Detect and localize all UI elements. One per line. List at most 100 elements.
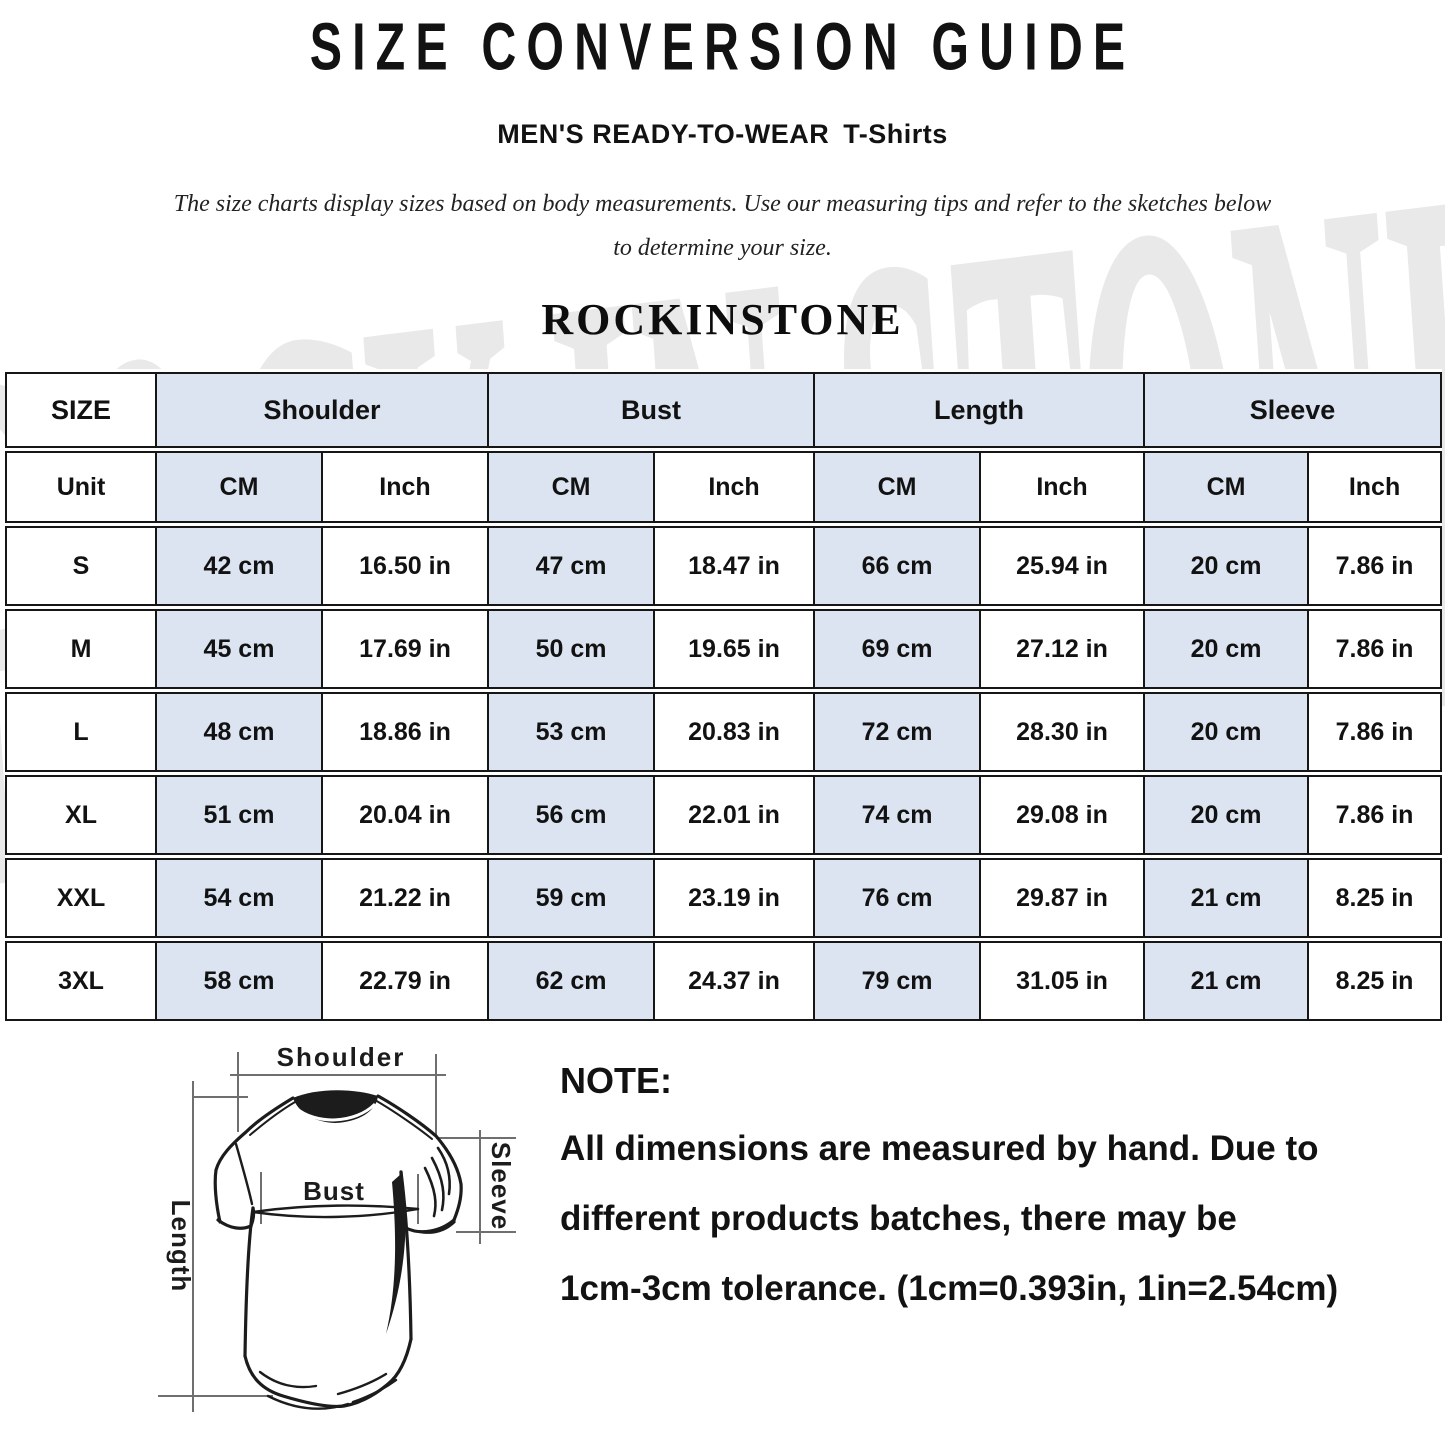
size-cell: XXL [5, 858, 157, 938]
note-line: 1cm-3cm tolerance. (1cm=0.393in, 1in=2.5… [560, 1269, 1339, 1308]
value-cell: 21 cm [1145, 858, 1310, 938]
table-row: M 45 cm 17.69 in 50 cm 19.65 in 69 cm 27.12 in… [5, 609, 1443, 689]
value-cell: 66 cm [815, 526, 982, 606]
description-text: The size charts display sizes based on b… [173, 191, 1272, 261]
note-line: different products batches, there may be [560, 1199, 1237, 1238]
table-group-header-row: SIZE Shoulder Bust Length Sleeve [5, 372, 1443, 448]
value-cell: 20.83 in [655, 692, 816, 772]
header-length: Length [815, 372, 1146, 448]
value-cell: 8.25 in [1309, 941, 1443, 1021]
table-row: S 42 cm 16.50 in 47 cm 18.47 in 66 cm 25.94 in… [5, 526, 1443, 606]
value-cell: 51 cm [157, 775, 323, 855]
note-line: All dimensions are measured by hand. Due… [560, 1129, 1319, 1168]
diagram-labels: Shoulder Bust Length Sleeve [166, 1042, 516, 1292]
value-cell: 23.19 in [655, 858, 816, 938]
value-cell: 45 cm [157, 609, 323, 689]
value-cell: 17.69 in [323, 609, 490, 689]
value-cell: 22.79 in [323, 941, 490, 1021]
size-table-body: S 42 cm 16.50 in 47 cm 18.47 in 66 cm 25.94 in… [5, 526, 1443, 1021]
value-cell: 58 cm [157, 941, 323, 1021]
value-cell: 48 cm [157, 692, 323, 772]
size-cell: XL [5, 775, 157, 855]
value-cell: 24.37 in [655, 941, 816, 1021]
value-cell: 7.86 in [1309, 609, 1443, 689]
value-cell: 59 cm [489, 858, 656, 938]
table-row: 3XL 58 cm 22.79 in 62 cm 24.37 in 79 cm 31.05 … [5, 941, 1443, 1021]
diagram-sleeve-label: Sleeve [486, 1142, 516, 1230]
page-title: SIZE CONVERSION GUIDE [309, 10, 1136, 85]
unit-cell: Unit [5, 451, 157, 523]
value-cell: 54 cm [157, 858, 323, 938]
value-cell: 47 cm [489, 526, 656, 606]
value-cell: 25.94 in [981, 526, 1146, 606]
size-cell: 3XL [5, 941, 157, 1021]
tshirt-shading [293, 1090, 456, 1334]
header-section: SIZE CONVERSION GUIDE MEN'S READY-TO-WEA… [0, 10, 1445, 345]
unit-cell-cm: CM [815, 451, 982, 523]
subtitle-sub: T-Shirts [843, 119, 948, 149]
value-cell: 53 cm [489, 692, 656, 772]
value-cell: 76 cm [815, 858, 982, 938]
value-cell: 20 cm [1145, 609, 1310, 689]
unit-cell-cm: CM [489, 451, 656, 523]
value-cell: 7.86 in [1309, 775, 1443, 855]
brand-name: ROCKINSTONE [541, 295, 904, 344]
size-cell: M [5, 609, 157, 689]
diagram-length-label: Length [166, 1200, 196, 1293]
header-shoulder: Shoulder [157, 372, 490, 448]
value-cell: 79 cm [815, 941, 982, 1021]
value-cell: 69 cm [815, 609, 982, 689]
table-row: XXL 54 cm 21.22 in 59 cm 23.19 in 76 cm 29.87 … [5, 858, 1443, 938]
tshirt-measurement-diagram: Shoulder Bust Length Sleeve [158, 1042, 516, 1412]
value-cell: 72 cm [815, 692, 982, 772]
subtitle-main: MEN'S READY-TO-WEAR [497, 119, 830, 149]
value-cell: 27.12 in [981, 609, 1146, 689]
unit-cell-inch: Inch [1309, 451, 1443, 523]
tshirt-outline [213, 1094, 463, 1410]
value-cell: 20 cm [1145, 692, 1310, 772]
bottom-section: Shoulder Bust Length Sleeve NOTE: All di… [0, 1032, 1445, 1424]
table-row: XL 51 cm 20.04 in 56 cm 22.01 in 74 cm 29.08 i… [5, 775, 1443, 855]
value-cell: 29.87 in [981, 858, 1146, 938]
value-cell: 56 cm [489, 775, 656, 855]
value-cell: 74 cm [815, 775, 982, 855]
header-sleeve: Sleeve [1145, 372, 1443, 448]
header-size: SIZE [5, 372, 157, 448]
unit-cell-cm: CM [1145, 451, 1310, 523]
unit-cell-inch: Inch [981, 451, 1146, 523]
size-table: SIZE Shoulder Bust Length Sleeve Unit CM… [5, 369, 1443, 1024]
table-unit-row: Unit CM Inch CM Inch CM Inch CM Inch [5, 451, 1443, 523]
table-row: L 48 cm 18.86 in 53 cm 20.83 in 72 cm 28.30 in… [5, 692, 1443, 772]
size-cell: L [5, 692, 157, 772]
size-table-section: SIZE Shoulder Bust Length Sleeve Unit CM… [5, 369, 1443, 1024]
value-cell: 42 cm [157, 526, 323, 606]
collar-rim-line [295, 1102, 377, 1122]
dimension-lines [158, 1052, 516, 1412]
value-cell: 62 cm [489, 941, 656, 1021]
header-bust: Bust [489, 372, 816, 448]
unit-cell-cm: CM [157, 451, 323, 523]
value-cell: 29.08 in [981, 775, 1146, 855]
value-cell: 21.22 in [323, 858, 490, 938]
value-cell: 7.86 in [1309, 526, 1443, 606]
diagram-bust-label: Bust [303, 1176, 365, 1206]
value-cell: 50 cm [489, 609, 656, 689]
size-cell: S [5, 526, 157, 606]
value-cell: 21 cm [1145, 941, 1310, 1021]
note-block: NOTE: All dimensions are measured by han… [560, 1060, 1338, 1340]
value-cell: 20.04 in [323, 775, 490, 855]
value-cell: 31.05 in [981, 941, 1146, 1021]
value-cell: 20 cm [1145, 775, 1310, 855]
value-cell: 20 cm [1145, 526, 1310, 606]
value-cell: 22.01 in [655, 775, 816, 855]
unit-cell-inch: Inch [655, 451, 816, 523]
value-cell: 18.86 in [323, 692, 490, 772]
unit-cell-inch: Inch [323, 451, 490, 523]
value-cell: 16.50 in [323, 526, 490, 606]
value-cell: 18.47 in [655, 526, 816, 606]
diagram-shoulder-label: Shoulder [277, 1042, 406, 1072]
value-cell: 28.30 in [981, 692, 1146, 772]
note-heading: NOTE: [560, 1060, 672, 1101]
value-cell: 19.65 in [655, 609, 816, 689]
